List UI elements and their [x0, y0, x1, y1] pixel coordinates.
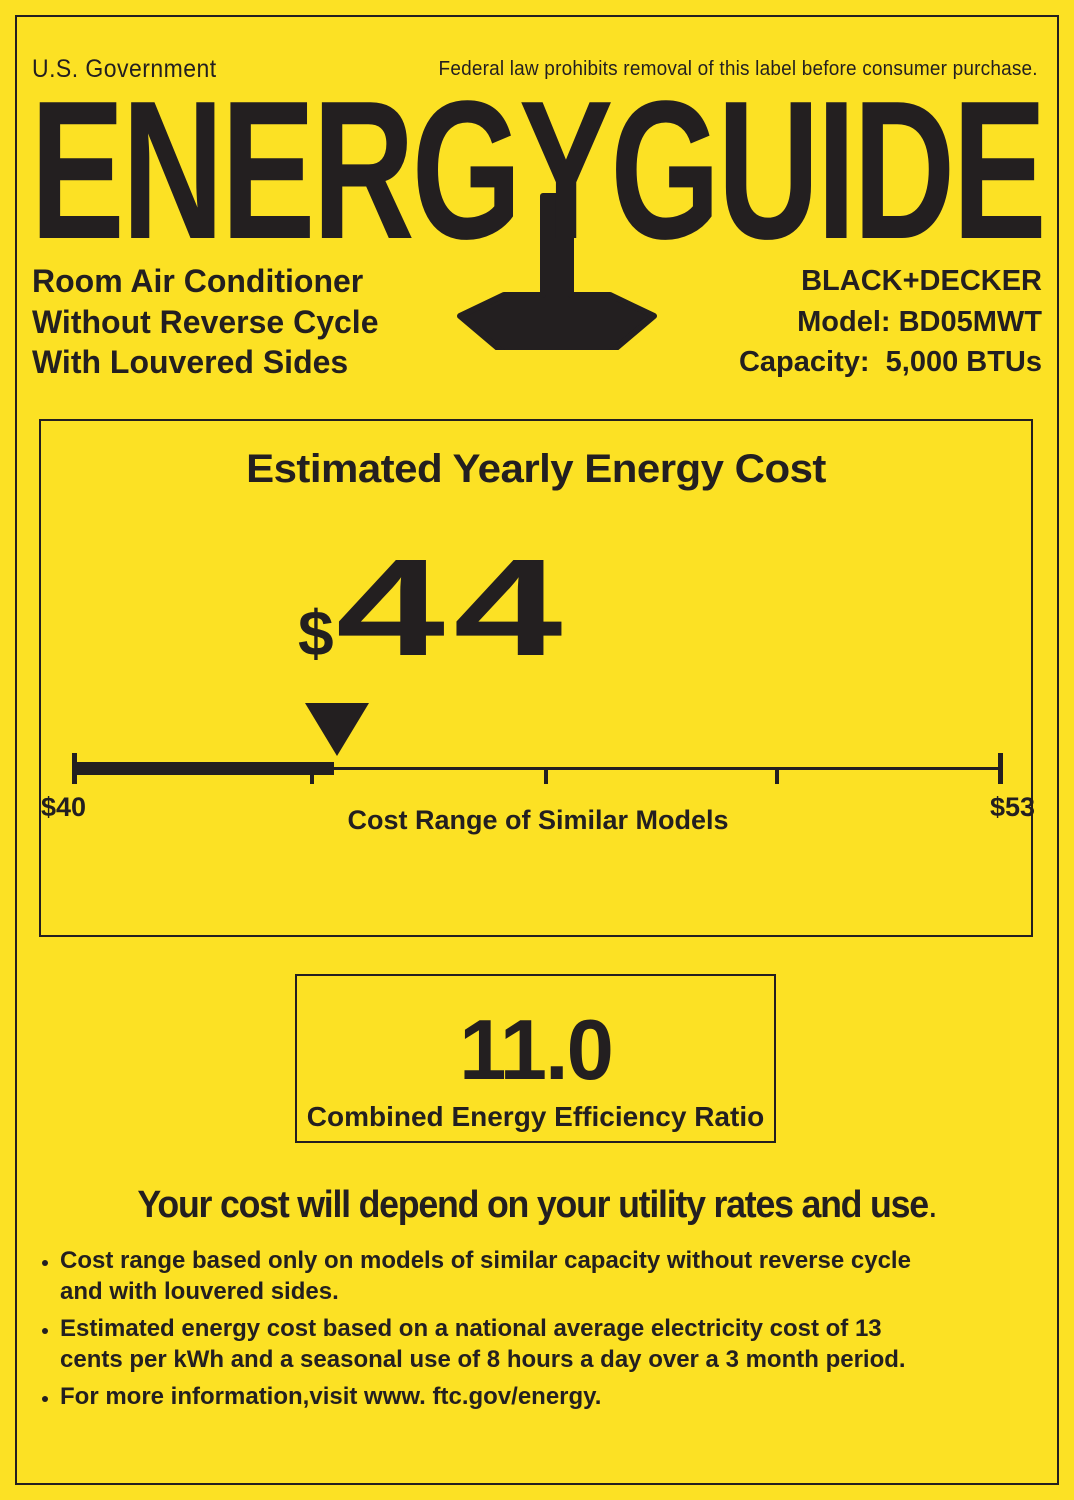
- svg-text:ENERGYGUIDE: ENERGYGUIDE: [30, 90, 1043, 281]
